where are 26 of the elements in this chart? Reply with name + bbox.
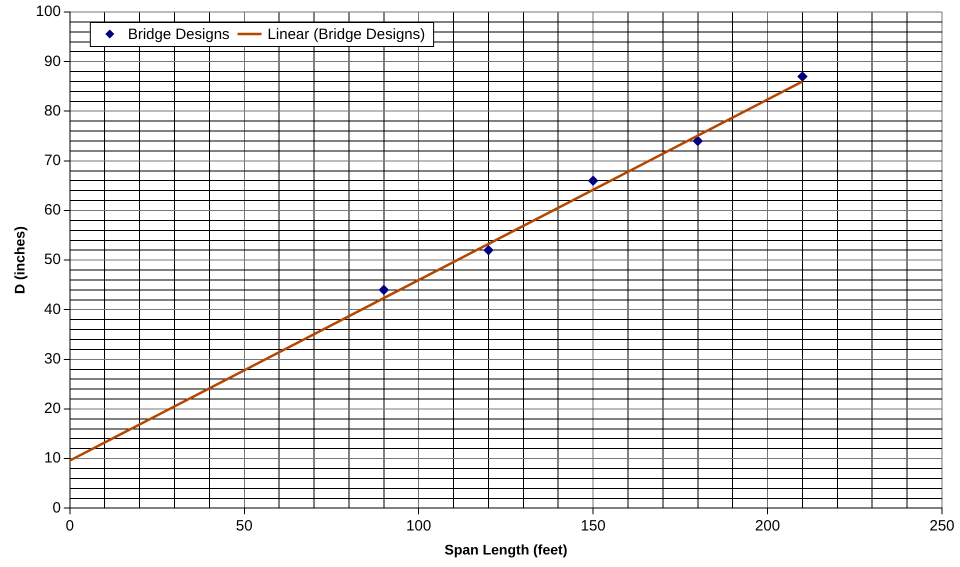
y-tick-label: 0 [52,499,61,516]
x-tick-label: 200 [755,517,780,534]
point [378,284,389,295]
x-tick-label: 100 [406,517,432,534]
x-tick-label: 250 [929,517,955,534]
legend-label: Linear (Bridge Designs) [268,26,426,44]
point [588,176,598,186]
x-tick-label: 150 [580,517,606,534]
point [692,136,703,146]
x-tick-label: 50 [236,517,253,534]
point [483,245,494,256]
y-tick-label: 50 [44,251,61,268]
y-tick-label: 20 [44,400,61,418]
y-tick-label: 60 [44,202,61,219]
y-tick-label: 90 [44,52,61,70]
x-tick-label: 0 [66,517,74,534]
y-tick-label: 80 [44,102,61,120]
y-tick-label: 30 [44,350,61,368]
y-tick-label: 100 [36,3,61,20]
y-axis-title: D (inches) [11,226,28,294]
point [797,72,808,82]
legend-label: Bridge Designs [128,26,230,44]
y-tick-label: 40 [44,300,61,318]
x-axis-title: Span Length (feet) [444,541,568,558]
y-tick-label: 70 [44,152,61,169]
y-tick-label: 10 [44,450,61,467]
